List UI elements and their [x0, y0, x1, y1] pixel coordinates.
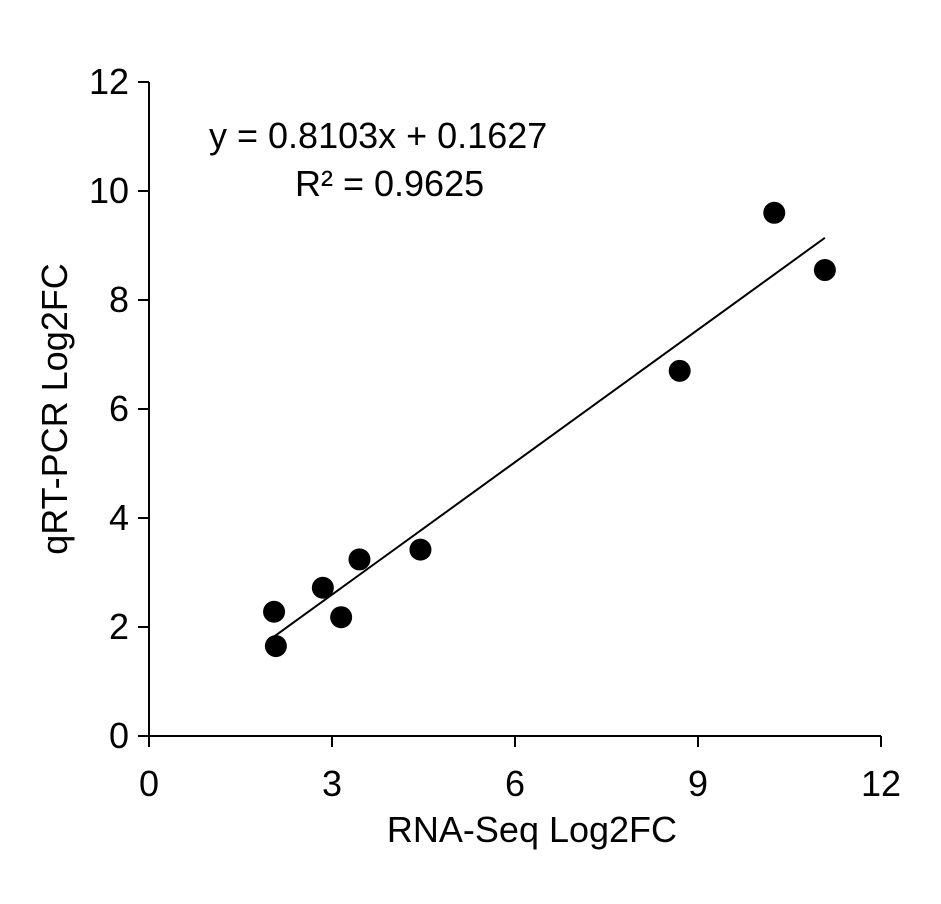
data-point: [763, 201, 786, 224]
y-tick-label: 8: [109, 279, 129, 320]
data-point: [311, 576, 334, 599]
y-tick-label: 10: [89, 170, 129, 211]
y-tick-label: 2: [109, 606, 129, 647]
data-point: [264, 635, 287, 658]
r-squared-label: R² = 0.9625: [295, 163, 484, 204]
data-point: [330, 606, 353, 629]
y-tick-label: 6: [109, 388, 129, 429]
y-tick-label: 4: [109, 497, 129, 538]
x-tick-label: 12: [861, 763, 901, 804]
data-point: [409, 538, 432, 561]
y-ticks: 0 2 4 6 8 10 12: [89, 61, 149, 756]
x-tick-label: 3: [322, 763, 342, 804]
y-tick-label: 12: [89, 61, 129, 102]
y-axis-title: qRT-PCR Log2FC: [34, 263, 75, 554]
x-ticks: 0 3 6 9 12: [139, 736, 901, 804]
data-point: [668, 359, 691, 382]
axes: [148, 82, 881, 737]
trendline: [273, 237, 826, 638]
y-tick-label: 0: [109, 715, 129, 756]
x-tick-label: 6: [505, 763, 525, 804]
x-tick-label: 0: [139, 763, 159, 804]
equation-label: y = 0.8103x + 0.1627: [209, 115, 547, 156]
data-point: [348, 548, 371, 571]
x-axis-title: RNA-Seq Log2FC: [387, 809, 677, 850]
data-point: [813, 259, 836, 282]
data-point: [263, 600, 286, 623]
x-tick-label: 9: [688, 763, 708, 804]
data-points: [263, 201, 836, 658]
